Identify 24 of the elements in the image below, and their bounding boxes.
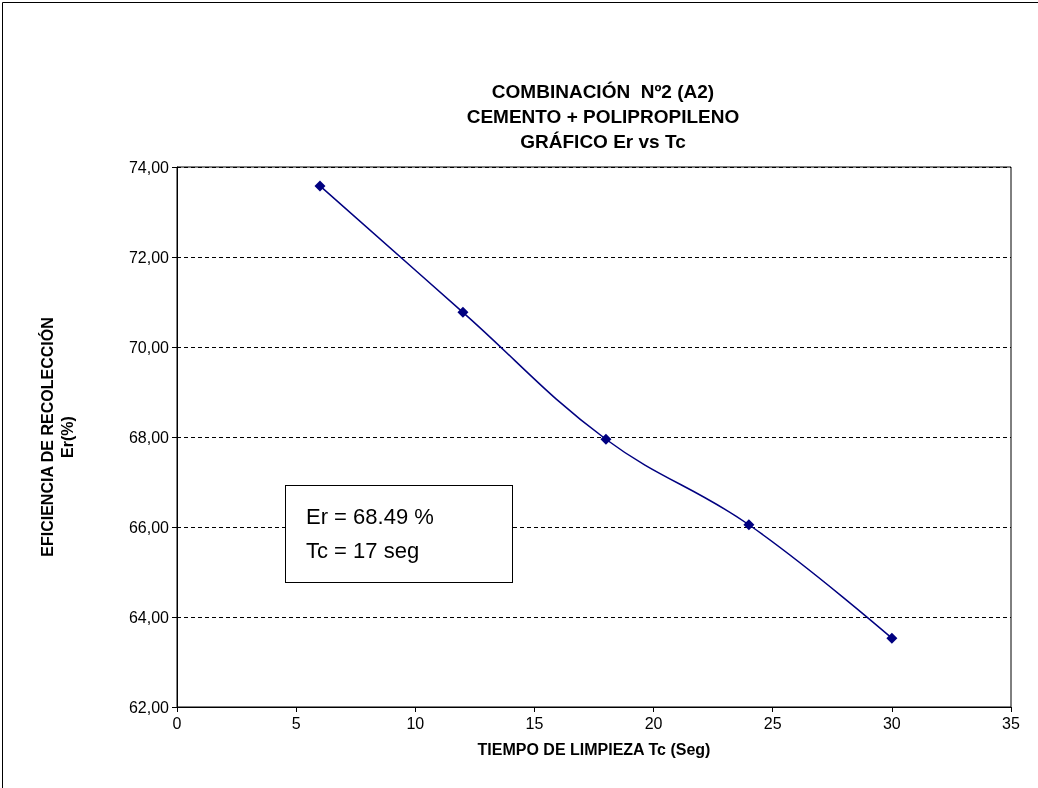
x-tick-label: 5 bbox=[291, 714, 301, 732]
point bbox=[314, 180, 326, 192]
y-tick-label: 64,00 bbox=[128, 608, 170, 626]
y-tick-label: 62,00 bbox=[128, 698, 170, 716]
x-axis-title: TIEMPO DE LIMPIEZA Tc (Seg) bbox=[477, 740, 711, 758]
y-axis-title: EFICIENCIA DE RECOLECCIÓN Er(%) bbox=[37, 317, 76, 557]
x-tick-label: 15 bbox=[525, 714, 544, 732]
point bbox=[743, 519, 755, 531]
y-tick-label: 68,00 bbox=[128, 428, 170, 446]
chart-title: COMBINACIÓN Nº2 (A2) CEMENTO + POLIPROPILENO GRÁFICO Er vs Tc bbox=[466, 81, 740, 152]
x-tick-label: 0 bbox=[172, 714, 182, 732]
x-tick-label: 20 bbox=[644, 714, 663, 732]
y-tick-label: 70,00 bbox=[128, 338, 170, 356]
y-tick-label: 74,00 bbox=[128, 158, 170, 176]
x-tick-label: 25 bbox=[763, 714, 782, 732]
y-tick-label: 72,00 bbox=[128, 248, 170, 266]
point bbox=[886, 632, 898, 644]
point bbox=[600, 433, 612, 445]
y-tick-label: 66,00 bbox=[128, 518, 170, 536]
point bbox=[457, 306, 469, 318]
x-tick-label: 10 bbox=[406, 714, 425, 732]
x-tick-label: 35 bbox=[1002, 714, 1020, 732]
x-tick-label: 30 bbox=[882, 714, 901, 732]
text-box: Er = 68.49 % Tc = 17 seg bbox=[285, 485, 513, 583]
